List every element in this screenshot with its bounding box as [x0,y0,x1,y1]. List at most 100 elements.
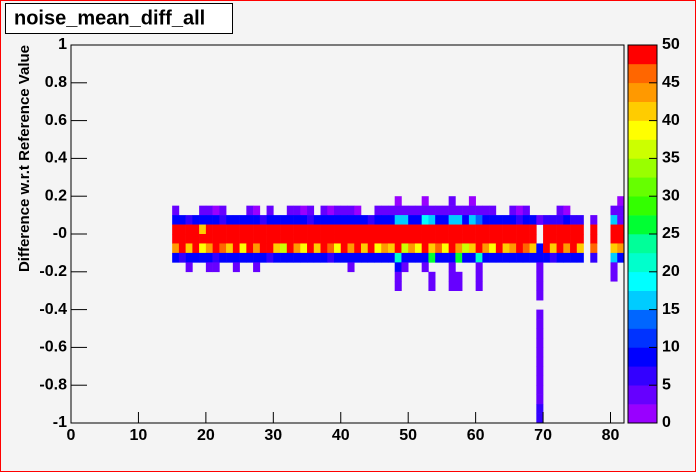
heat-cell [178,243,186,254]
heat-cell [536,290,544,301]
chart-title: noise_mean_diff_all [14,7,205,29]
heat-cell [212,224,220,235]
heat-cell [205,243,213,254]
heat-cell [462,224,470,235]
heat-cell [428,215,436,225]
heat-cell [441,224,449,235]
heat-cell [462,205,470,216]
heat-cell [401,252,409,263]
heat-cell [374,224,382,235]
heat-cell [475,224,483,235]
heat-cell [172,205,180,216]
heat-cell [408,205,416,216]
palette-band [628,309,657,329]
heat-cell [617,205,625,216]
heat-cell [421,196,429,206]
heat-cell [401,243,409,254]
heat-cell [401,234,409,244]
heat-cell [394,224,402,235]
heat-cell [428,243,436,254]
heat-cell [475,243,483,254]
y-tick-label: 0.6 [45,112,67,129]
heat-cell [347,205,355,216]
heat-cell [354,224,362,235]
heat-cell [617,243,625,254]
heat-cell [374,215,382,225]
heat-cell [428,281,436,291]
heat-cell [185,224,193,235]
heat-cell [590,224,598,235]
heat-cell [253,252,261,263]
heat-cell [205,215,213,225]
heat-cell [172,215,180,225]
heat-cell [414,252,422,263]
heat-cell [455,271,463,282]
heat-cell [340,215,348,225]
heat-cell [273,224,281,235]
heat-cell [482,215,490,225]
heat-cell [334,215,342,225]
heat-cell [590,243,598,254]
heat-cell [468,224,476,235]
heat-cell [300,215,308,225]
palette-band [628,45,657,65]
heat-cell [199,205,207,216]
heat-cell [354,243,362,254]
heat-cell [185,234,193,244]
heat-cell [226,215,234,225]
title-box [5,3,233,34]
heat-cell [536,262,544,273]
heat-cell [199,252,207,263]
heat-cell [610,243,618,254]
heat-cell [172,224,180,235]
heat-cell [455,252,463,263]
heat-cell [556,243,564,254]
heat-cell [219,234,227,244]
heat-cell [502,215,510,225]
heat-cell [516,205,524,216]
z-tick-label: 30 [662,187,680,204]
heat-cell [307,215,315,225]
heat-cell [536,337,544,348]
palette-band [628,366,657,386]
heat-cell [435,243,443,254]
heat-cell [435,215,443,225]
heat-cell [239,215,247,225]
heat-cell [610,252,618,263]
heat-cell [266,224,274,235]
heat-cell [280,215,288,225]
heat-cell [576,224,584,235]
heat-cell [280,252,288,263]
heat-cell [522,243,530,254]
heat-cell [435,205,443,216]
heat-cell [468,215,476,225]
heat-cell [334,224,342,235]
heat-cell [313,252,321,263]
heat-cell [516,224,524,235]
x-tick-label: 70 [534,427,552,444]
heat-cell [468,196,476,206]
heat-cell [455,243,463,254]
heat-cell [414,243,422,254]
heat-cell [482,252,490,263]
heat-cell [421,234,429,244]
heat-cell [502,224,510,235]
heat-cell [185,262,193,273]
heat-cell [313,224,321,235]
heat-cell [468,205,476,216]
z-tick-label: 25 [662,225,680,242]
heat-cell [286,243,294,254]
heat-cell [529,234,537,244]
heat-cell [334,205,342,216]
palette-band [628,177,657,197]
heat-cell [205,262,213,273]
heat-cell [381,234,389,244]
heat-cell [178,234,186,244]
heat-cell [253,243,261,254]
heat-cell [536,243,544,254]
heat-cell [205,252,213,263]
heat-cell [549,243,557,254]
heat-cell [192,243,200,254]
heat-cell [354,205,362,216]
